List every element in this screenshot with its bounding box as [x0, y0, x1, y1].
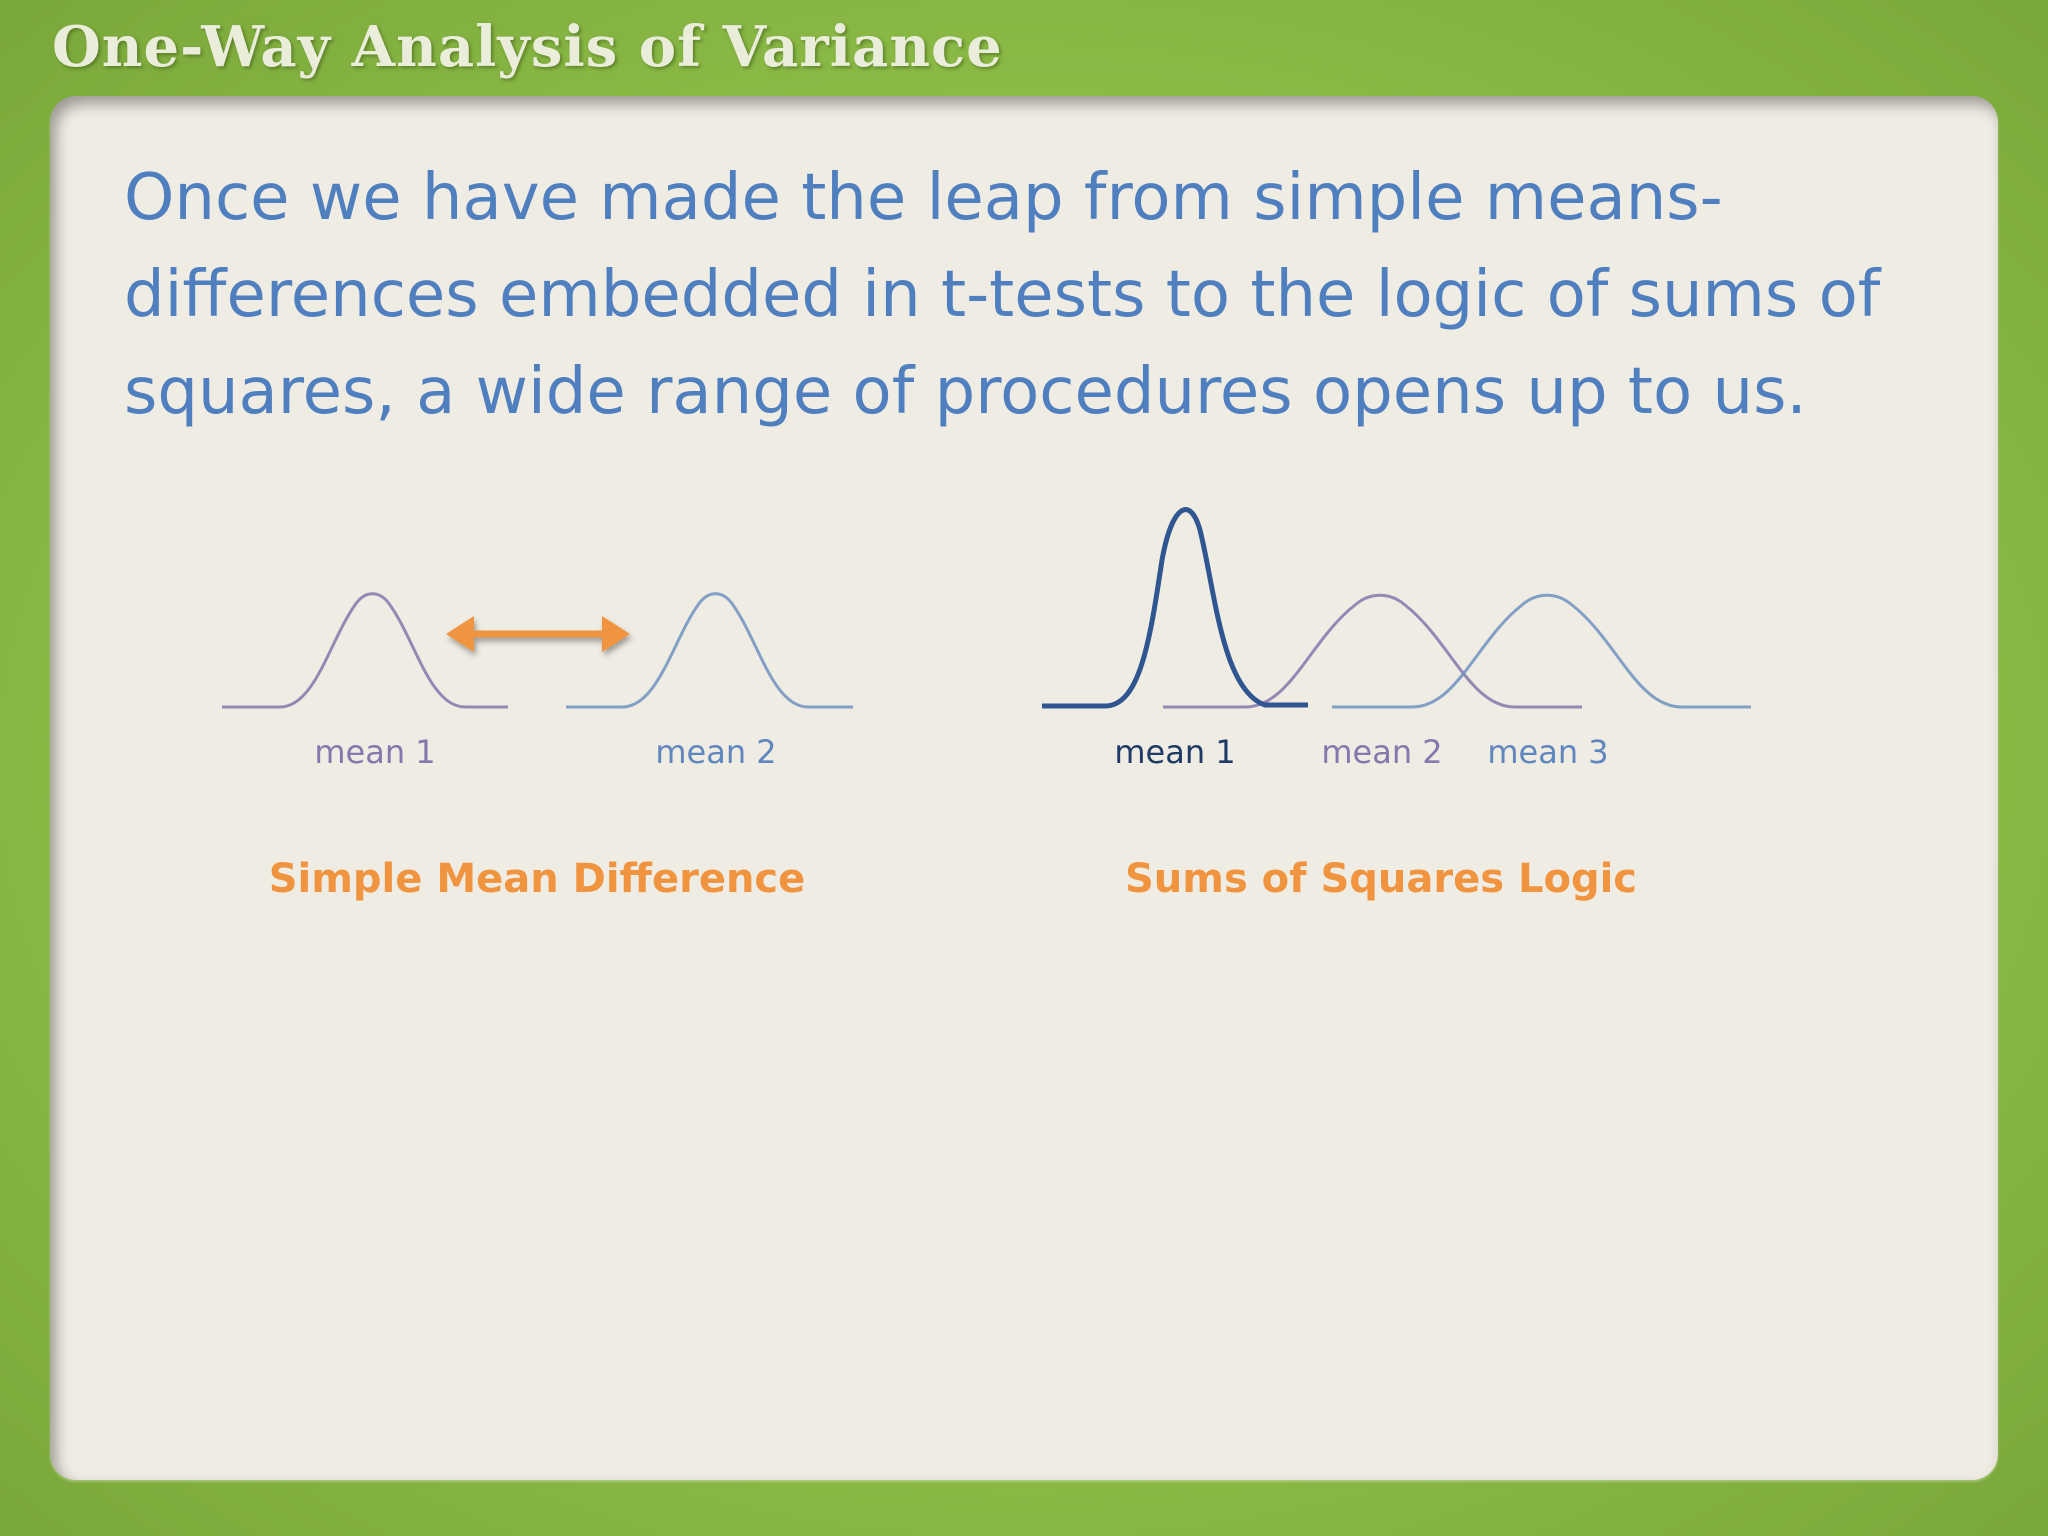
label-mean-1: mean 1 [314, 733, 435, 771]
distribution-curve-mean2 [566, 592, 853, 709]
label-mean-2-right: mean 2 [1321, 733, 1442, 771]
label-mean-3-right: mean 3 [1487, 733, 1608, 771]
label-mean-2: mean 2 [655, 733, 776, 771]
content-panel [50, 96, 1998, 1480]
body-paragraph: Once we have made the leap from simple m… [124, 161, 1881, 429]
distribution-curve-mean3-right [1332, 593, 1751, 709]
label-mean-1-right: mean 1 [1114, 733, 1235, 771]
distribution-curve-mean2-right [1163, 593, 1582, 709]
right-diagram: mean 1 mean 2 mean 3 Sums of Squares Log… [1042, 507, 1751, 902]
caption-sums-of-squares-logic: Sums of Squares Logic [1125, 856, 1637, 902]
distribution-curve-mean1 [222, 592, 508, 709]
slide-title: One-Way Analysis of Variance [52, 14, 1003, 80]
double-arrow [446, 616, 630, 652]
left-diagram: mean 1 mean 2 Simple Mean Difference [222, 592, 853, 902]
distribution-curve-mean1-right [1042, 507, 1308, 709]
caption-simple-mean-difference: Simple Mean Difference [269, 856, 806, 902]
